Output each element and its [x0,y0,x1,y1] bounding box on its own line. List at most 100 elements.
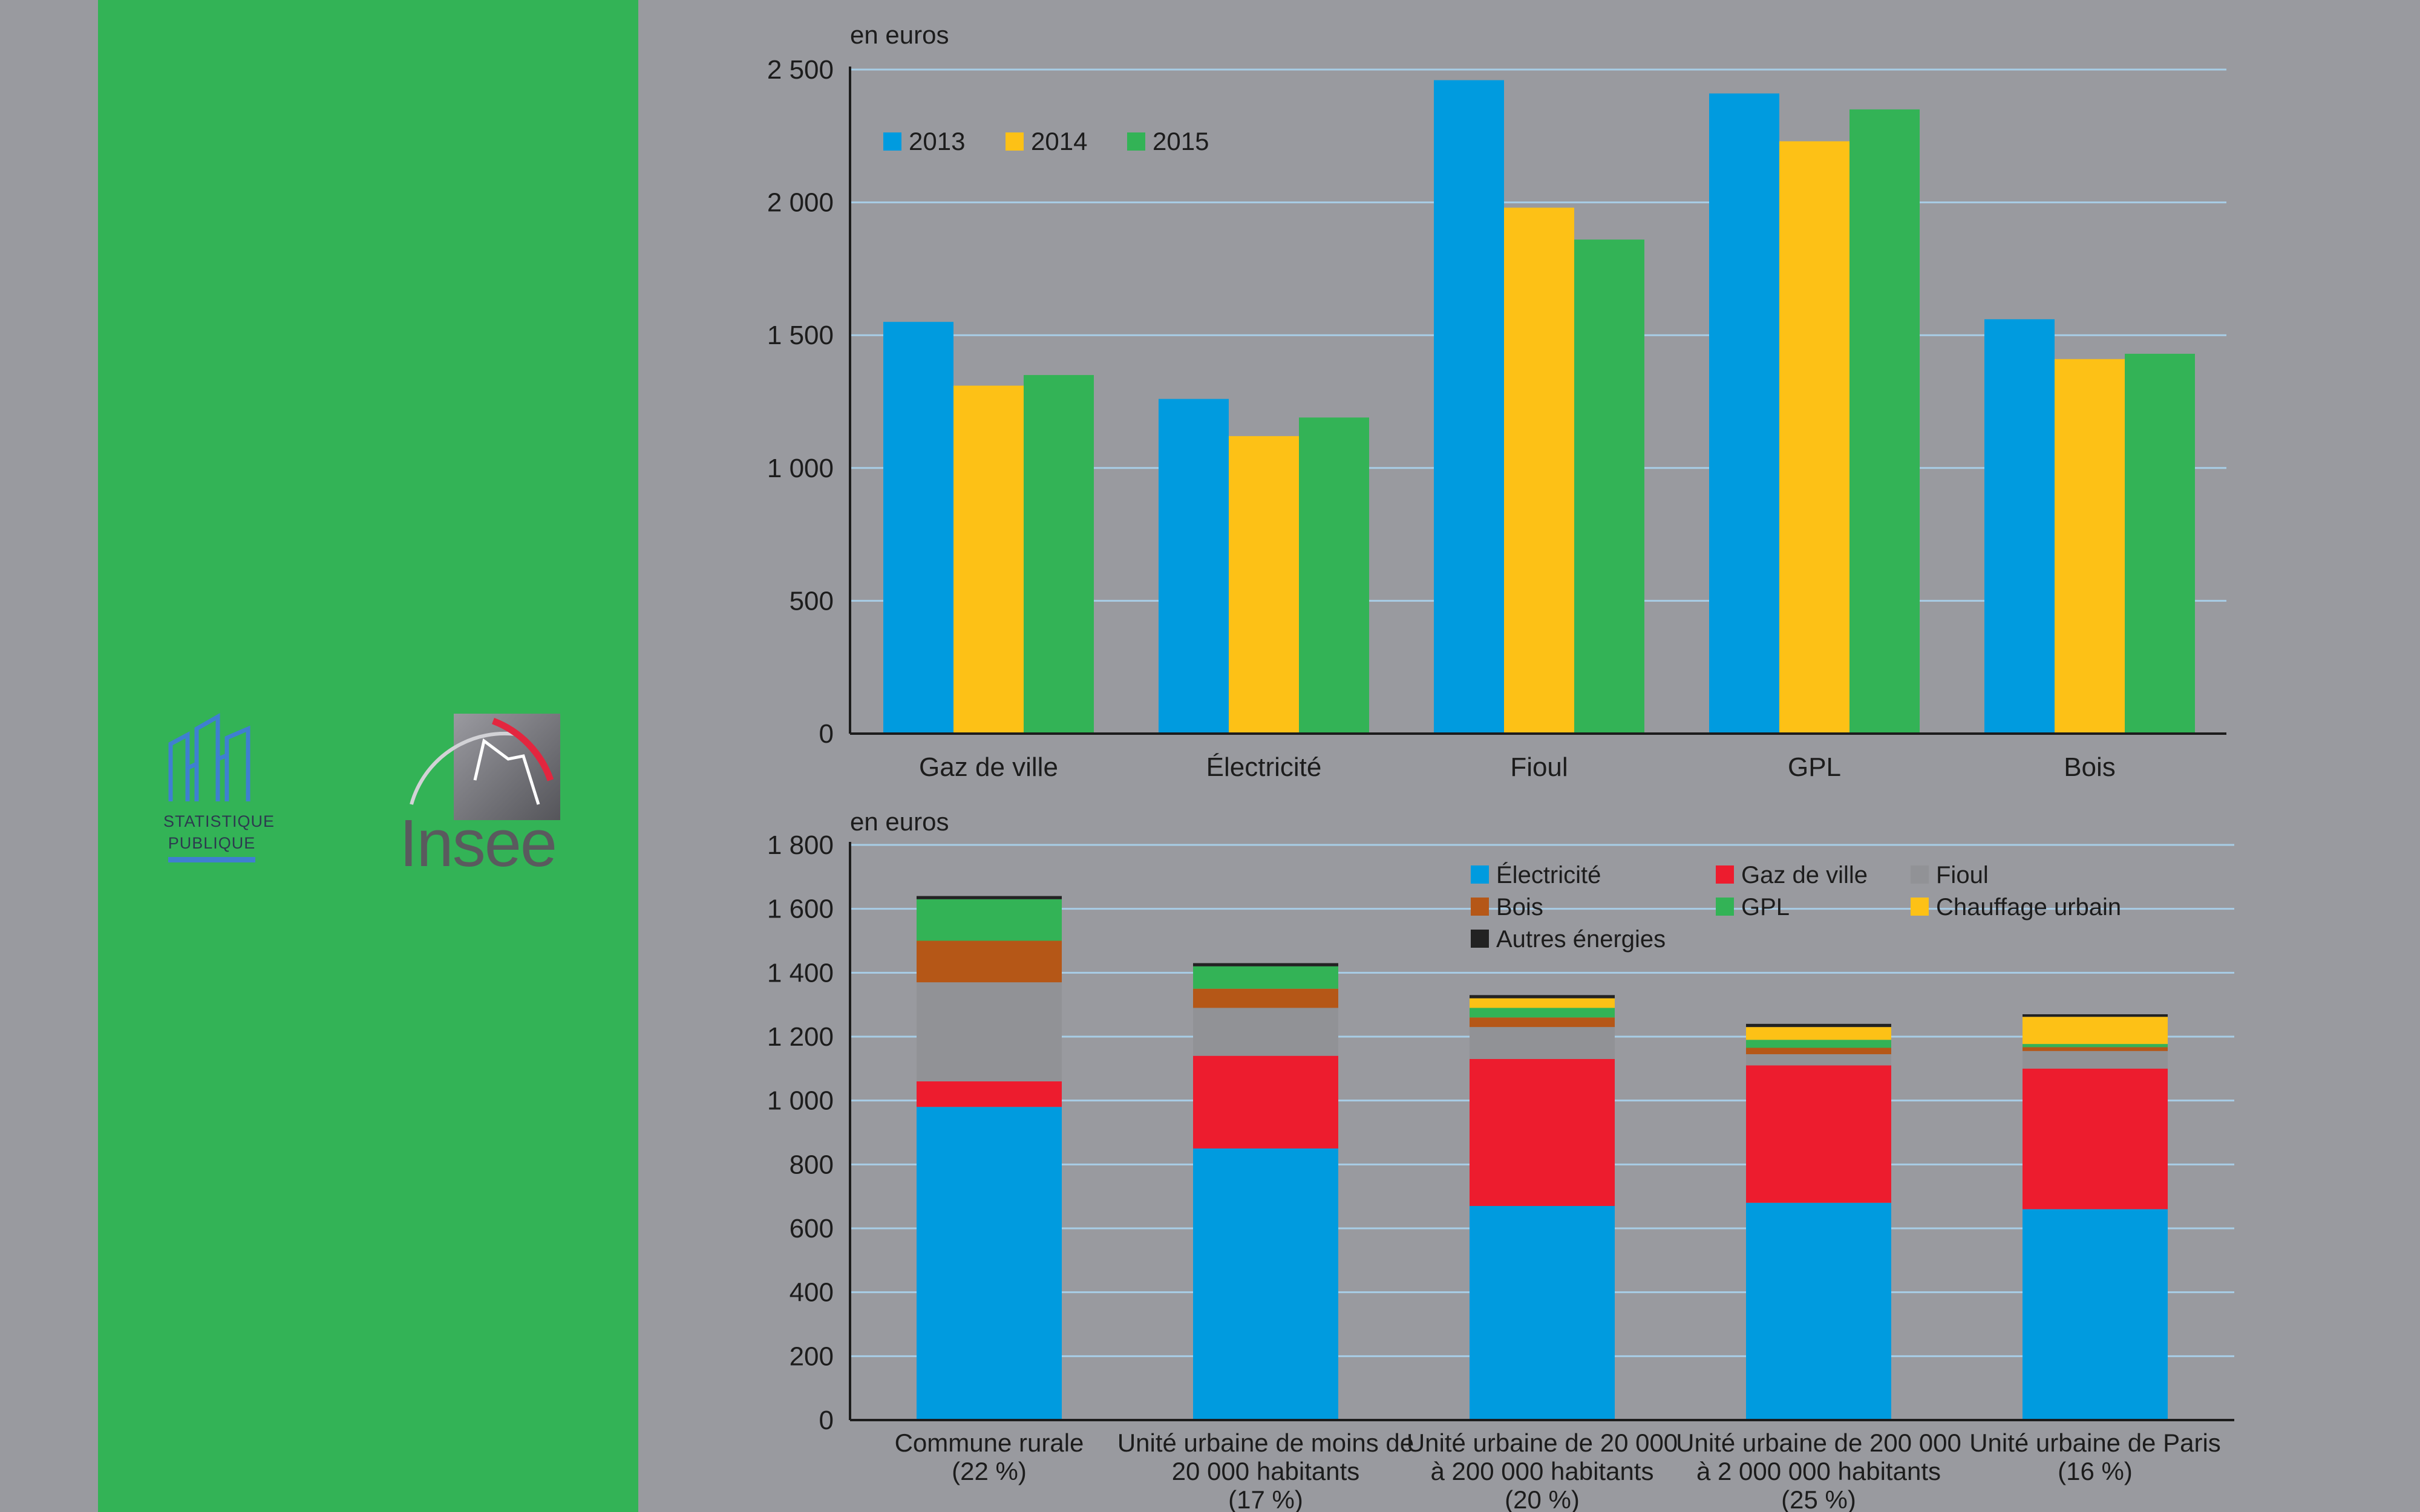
x-tick-label: Unité urbaine de Paris [1969,1429,2221,1457]
legend-swatch [883,132,901,151]
bar-segment [1746,1023,1891,1028]
bar-segment [1193,966,1338,989]
y-tick-label: 500 [790,586,834,616]
y-tick-label: 0 [819,1406,834,1435]
legend-label: 2015 [1153,127,1209,155]
bar [1229,436,1299,734]
x-tick-label: Gaz de ville [919,752,1058,782]
y-tick-label: 2 500 [767,55,834,85]
bar-segment [1193,1148,1338,1420]
legend-label: 2013 [909,127,965,155]
legend-label: Électricité [1496,861,1601,888]
legend-label: Autres énergies [1496,926,1666,953]
unit-label: en euros [850,21,949,49]
bar-segment [917,940,1062,983]
legend-swatch [1716,898,1734,916]
y-tick-label: 1 000 [767,1086,834,1116]
x-tick-label: Commune rurale [895,1429,1084,1457]
insee-emblem-icon [410,714,560,820]
y-tick-label: 1 500 [767,321,834,350]
legend-swatch [1006,132,1024,151]
bar-segment [917,899,1062,941]
bar-segment [1746,1027,1891,1040]
statistique-publique-logo: STATISTIQUE PUBLIQUE [163,711,275,868]
bar-segment [1193,988,1338,1008]
bar-segment [2023,1047,2168,1051]
legend-swatch [1911,865,1929,884]
bar-segment [2023,1068,2168,1210]
legend-swatch [1716,865,1734,884]
bar-segment [1193,1055,1338,1149]
bar-segment [1470,1008,1615,1018]
x-tick-label: Fioul [1510,752,1568,782]
bar [1159,399,1229,734]
x-tick-label: Électricité [1206,752,1322,782]
bar-segment [917,1107,1062,1420]
bar-segment [1470,1017,1615,1028]
bar [1574,240,1644,734]
bar-segment [917,896,1062,899]
legend-swatch [1471,898,1489,916]
y-tick-label: 1 800 [767,830,834,860]
bar [1299,417,1369,734]
y-tick-label: 2 000 [767,188,834,218]
x-tick-label: Bois [2064,752,2116,782]
legend-label: Gaz de ville [1741,862,1868,888]
bar [953,385,1024,734]
x-tick-label: à 200 000 habitants [1431,1457,1654,1485]
bar-segment [2023,1014,2168,1017]
logo-text-publique: PUBLIQUE [168,834,256,852]
bar [1024,375,1094,734]
bar-segment [2023,1209,2168,1420]
y-tick-label: 600 [790,1214,834,1243]
legend-swatch [1127,132,1145,151]
bar-segment [1470,1206,1615,1420]
bar-segment [2023,1017,2168,1044]
x-tick-label: Unité urbaine de 20 000 [1407,1429,1678,1457]
y-tick-label: 1 000 [767,454,834,483]
chart-heating-cost-by-energy: 0 500 1 000 1 500 2 000 2 500 en euros Gaz de v… [767,21,2226,782]
buildings-icon [168,712,250,801]
bar-segment [917,982,1062,1081]
bar-segment [1746,1054,1891,1066]
bar [1779,141,1849,734]
bar [1849,109,1920,734]
insee-wordmark: Insee [399,806,557,881]
x-tick-label: 20 000 habitants [1172,1457,1360,1485]
x-tick-label: (22 %) [952,1457,1027,1485]
bar [2125,353,2195,734]
bar-segment [1746,1048,1891,1055]
bar [883,322,953,734]
x-tick-label: GPL [1788,752,1841,782]
x-tick-label: (20 %) [1505,1485,1580,1512]
legend-label: 2014 [1031,127,1087,155]
legend-swatch [1471,930,1489,948]
bar-segment [1470,1027,1615,1059]
y-tick-label: 800 [790,1150,834,1179]
bar-segment [1746,1202,1891,1420]
insee-logo: Insee [399,714,569,877]
legend-label: Fioul [1936,862,1989,888]
y-tick-label: 1 200 [767,1022,834,1052]
x-tick-label: (17 %) [1228,1485,1303,1512]
x-tick-label: (25 %) [1781,1485,1856,1512]
legend-label: GPL [1741,894,1790,921]
bar [2055,359,2125,734]
y-tick-label: 1 600 [767,894,834,924]
y-tick-label: 200 [790,1341,834,1371]
legend-swatch [1911,898,1929,916]
bar-segment [2023,1051,2168,1069]
logo-text-statistique: STATISTIQUE [163,812,275,830]
unit-label: en euros [850,807,949,836]
logo-underline [168,857,255,862]
x-tick-label: Unité urbaine de 200 000 [1676,1429,1961,1457]
bar [1434,80,1504,734]
y-tick-label: 400 [790,1278,834,1308]
legend-swatch [1471,865,1489,884]
bar-segment [1470,1058,1615,1207]
y-tick-label: 1 400 [767,958,834,988]
chart-heating-cost-by-urban-unit: 0 200 400 600 800 1 000 1 200 1 400 1 600 1 800 en… [767,807,2234,1512]
x-tick-label: (16 %) [2058,1457,2133,1485]
legend-label: Bois [1496,894,1543,921]
bar-segment [2023,1044,2168,1048]
